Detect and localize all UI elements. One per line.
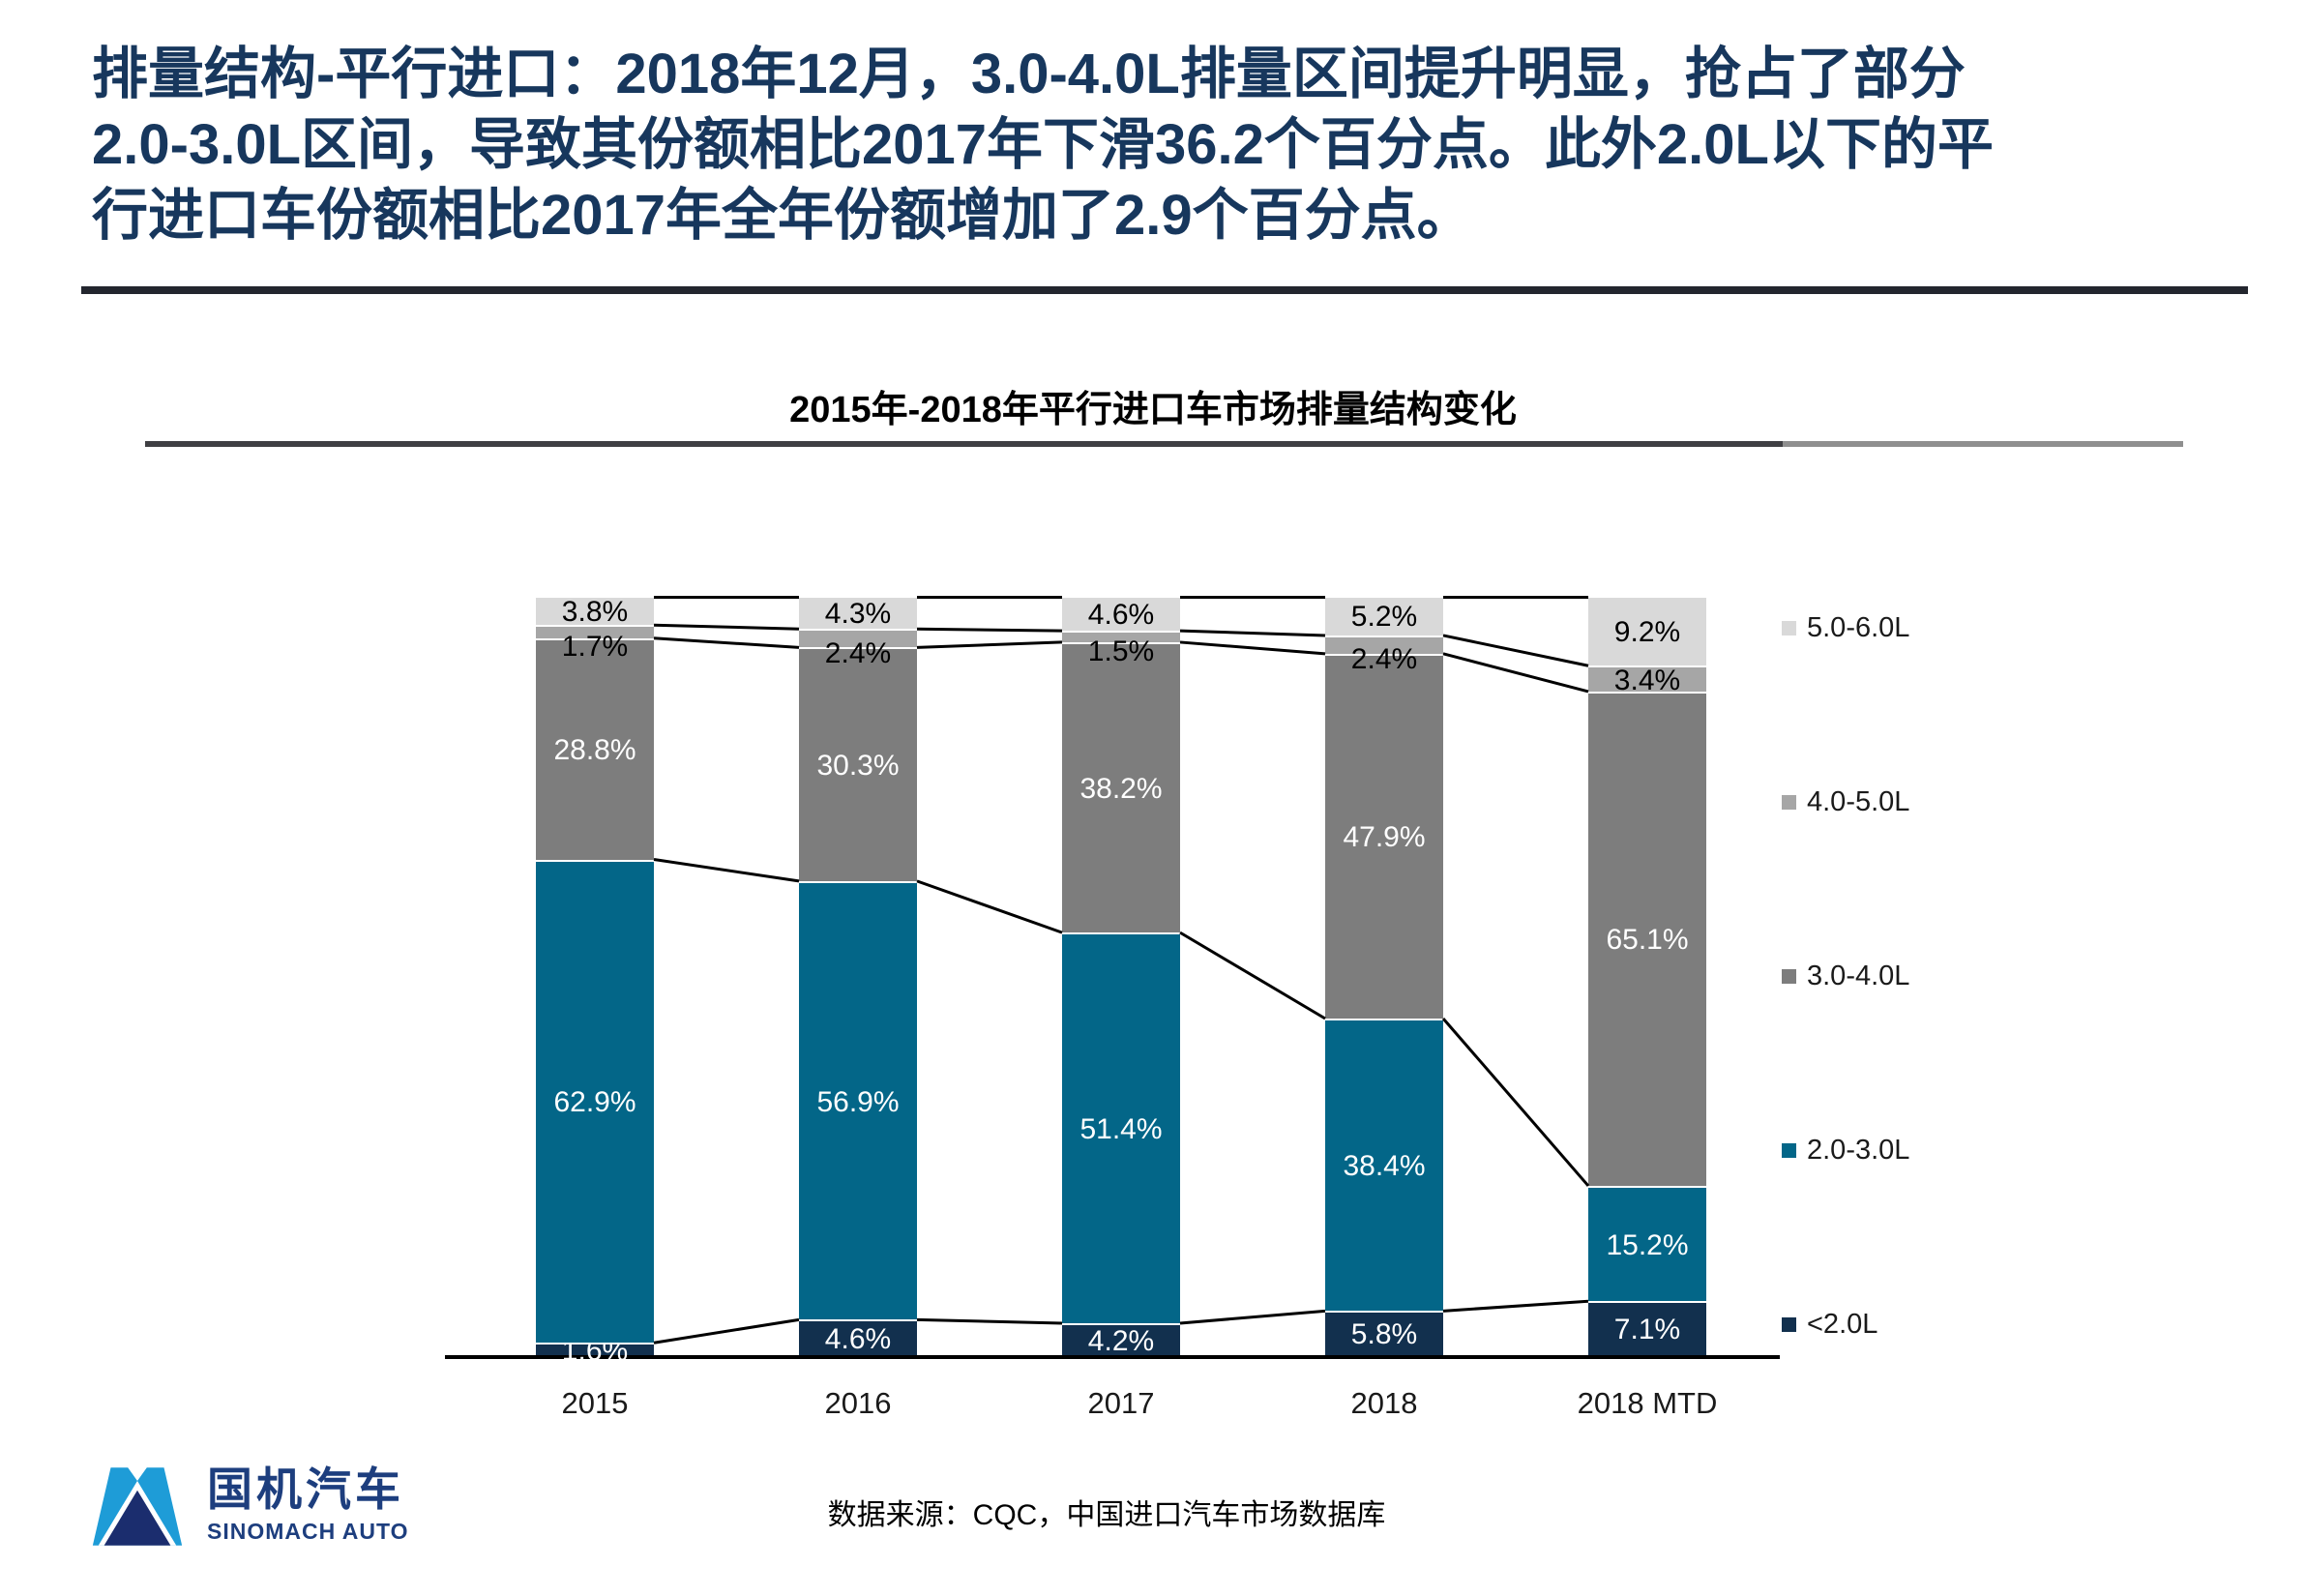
chart-title-divider-tail [1783,441,2183,447]
bar-2018 MTD: 7.1% 15.2% 65.1% 3.4% 9.2% [1588,596,1706,1355]
legend-swatch-icon [1782,795,1796,810]
legend-item-4.0-5.0L: 4.0-5.0L [1782,786,1909,818]
legend-item-5.0-6.0L: 5.0-6.0L [1782,612,1909,644]
stacked-bar-chart: 1.6% 62.9% 28.8% 1.7% 3.8% 4.6% 56.9% 30.3% 2.4%… [445,596,1780,1367]
bar-segment-3.0-4.0L: 30.3% [799,647,917,881]
segment-data-label: 1.7% [561,630,629,663]
logo-text-english: SINOMACH AUTO [207,1519,409,1544]
segment-data-label: 4.2% [1087,1324,1155,1357]
x-axis-label-2018 MTD: 2018 MTD [1577,1386,1718,1420]
bar-segment-2.0-3.0L: 51.4% [1062,932,1180,1323]
segment-data-label: 5.8% [1350,1318,1418,1351]
legend-item-3.0-4.0L: 3.0-4.0L [1782,961,1909,992]
bar-segment-2.0-3.0L: 38.4% [1325,1019,1443,1312]
segment-data-label: 4.3% [824,598,892,631]
legend-label: 5.0-6.0L [1807,612,1910,643]
x-axis-label-2016: 2016 [824,1386,892,1420]
segment-data-label: 38.2% [1079,773,1163,806]
bar-segment-<2.0L: 4.2% [1062,1323,1180,1357]
segment-data-label: 62.9% [553,1086,636,1119]
headline-line-2: 2.0-3.0L区间，导致其份额相比2017年下滑36.2个百分点。此外2.0L… [92,113,1994,176]
segment-data-label: 1.5% [1087,635,1155,668]
bar-segment-5.0-6.0L: 4.3% [799,596,917,630]
bar-segment-5.0-6.0L: 5.2% [1325,596,1443,635]
bar-segment-2.0-3.0L: 56.9% [799,880,917,1320]
x-axis-line [445,1355,1780,1359]
bar-segment-<2.0L: 1.6% [536,1335,654,1367]
segment-data-label: 7.1% [1613,1314,1681,1346]
legend-label: 4.0-5.0L [1807,786,1910,817]
x-axis-label-2017: 2017 [1087,1386,1155,1420]
headline-line-1: 排量结构-平行进口：2018年12月，3.0-4.0L排量区间提升明显，抢占了部… [92,43,1966,105]
bar-segment-<2.0L: 7.1% [1588,1301,1706,1355]
logo-text-chinese: 国机汽车 [207,1463,404,1515]
bar-segment-4.0-5.0L: 1.7% [536,625,654,663]
sinomach-logo-icon [92,1467,183,1546]
segment-data-label: 28.8% [553,734,636,767]
report-headline: 排量结构-平行进口：2018年12月，3.0-4.0L排量区间提升明显，抢占了部… [92,39,2259,251]
company-logo: 国机汽车 SINOMACH AUTO [85,1459,409,1552]
bar-segment-<2.0L: 4.6% [799,1319,917,1355]
segment-data-label: 30.3% [816,750,900,783]
legend-item-2.0-3.0L: 2.0-3.0L [1782,1135,1909,1167]
bar-segment-4.0-5.0L: 2.4% [799,629,917,669]
legend-item-<2.0L: <2.0L [1782,1309,1877,1341]
bar-segment-5.0-6.0L: 4.6% [1062,596,1180,632]
bar-segment-5.0-6.0L: 3.8% [536,596,654,628]
bar-segment-<2.0L: 5.8% [1325,1311,1443,1355]
chart-title-divider [145,441,2183,447]
bar-segment-3.0-4.0L: 65.1% [1588,691,1706,1186]
header-divider [81,286,2248,294]
headline-line-3: 行进口车份额相比2017年全年份额增加了2.9个百分点。 [92,184,1473,247]
bar-segment-4.0-5.0L: 2.4% [1325,635,1443,675]
bar-segment-4.0-5.0L: 3.4% [1588,665,1706,696]
legend-swatch-icon [1782,1143,1796,1158]
bar-segment-4.0-5.0L: 1.5% [1062,631,1180,667]
bar-2018: 5.8% 38.4% 47.9% 2.4% 5.2% [1325,596,1443,1355]
bar-2016: 4.6% 56.9% 30.3% 2.4% 4.3% [799,596,917,1355]
segment-data-label: 3.8% [561,596,629,629]
bar-segment-2.0-3.0L: 62.9% [536,859,654,1344]
segment-data-label: 65.1% [1606,924,1689,957]
legend-label: <2.0L [1807,1309,1878,1340]
segment-data-label: 38.4% [1343,1150,1426,1183]
segment-data-label: 4.6% [1087,599,1155,632]
bar-segment-2.0-3.0L: 15.2% [1588,1185,1706,1302]
chart-title: 2015年-2018年平行进口车市场排量结构变化 [789,390,1517,430]
data-source-note: 数据来源：CQC，中国进口汽车市场数据库 [827,1499,1386,1531]
x-axis-label-2015: 2015 [561,1386,629,1420]
segment-data-label: 4.6% [824,1322,892,1355]
segment-data-label: 15.2% [1606,1228,1689,1261]
segment-data-label: 9.2% [1613,616,1681,649]
legend-swatch-icon [1782,969,1796,984]
legend-label: 3.0-4.0L [1807,961,1910,991]
segment-data-label: 2.4% [1350,643,1418,676]
legend-swatch-icon [1782,1317,1796,1332]
segment-data-label: 47.9% [1343,821,1426,854]
legend-label: 2.0-3.0L [1807,1135,1910,1166]
bar-segment-3.0-4.0L: 47.9% [1325,653,1443,1019]
x-axis-label-2018: 2018 [1350,1386,1418,1420]
bar-2015: 1.6% 62.9% 28.8% 1.7% 3.8% [536,596,654,1367]
bar-segment-5.0-6.0L: 9.2% [1588,596,1706,666]
segment-data-label: 5.2% [1350,601,1418,634]
segment-data-label: 3.4% [1613,664,1681,696]
segment-data-label: 2.4% [824,636,892,669]
legend-swatch-icon [1782,621,1796,635]
bar-segment-3.0-4.0L: 28.8% [536,637,654,860]
bar-2017: 4.2% 51.4% 38.2% 1.5% 4.6% [1062,596,1180,1357]
segment-data-label: 56.9% [816,1085,900,1118]
bar-segment-3.0-4.0L: 38.2% [1062,641,1180,933]
segment-data-label: 51.4% [1079,1113,1163,1146]
